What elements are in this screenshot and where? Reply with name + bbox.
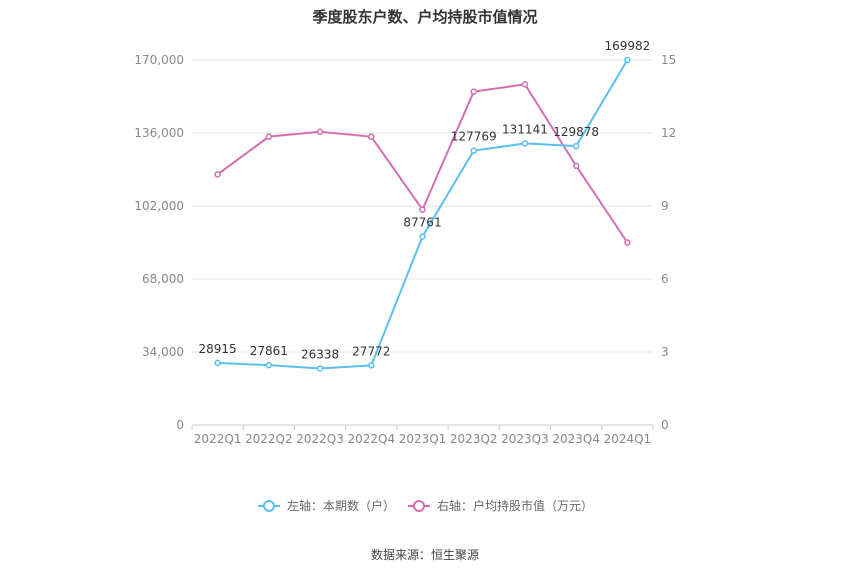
right-axis-tick-label: 3 [661, 345, 669, 359]
data-point-left [214, 359, 221, 367]
data-label: 26338 [301, 347, 339, 361]
left-axis-tick-label: 68,000 [142, 272, 184, 286]
x-axis-tick-label: 2023Q3 [501, 432, 549, 446]
data-label: 131141 [502, 122, 548, 136]
legend-marker-left [263, 500, 275, 512]
right-axis-tick-label: 12 [661, 126, 676, 140]
data-point-left [572, 142, 580, 150]
data-label: 127769 [451, 130, 497, 144]
x-axis-tick-label: 2023Q2 [450, 432, 498, 446]
data-point-right [470, 88, 477, 95]
left-axis-tick-label: 136,000 [134, 126, 184, 140]
left-axis-tick-label: 102,000 [134, 199, 184, 213]
data-label: 28915 [199, 342, 237, 356]
data-label: 87761 [403, 216, 441, 230]
data-label: 169982 [604, 39, 650, 53]
left-axis-tick-label: 34,000 [142, 345, 184, 359]
data-point-right [265, 133, 273, 140]
data-label: 27772 [352, 344, 390, 358]
x-axis-tick-label: 2023Q1 [399, 432, 447, 446]
data-point-right [624, 239, 631, 246]
x-axis-tick-label: 2022Q3 [296, 432, 344, 446]
data-point-left [368, 362, 375, 369]
data-point-right [316, 128, 324, 136]
legend-marker-right [413, 500, 425, 512]
right-axis-tick-label: 9 [661, 199, 669, 213]
chart-title: 季度股东户数、户均持股市值情况 [312, 8, 538, 26]
data-source: 数据来源：恒生聚源 [370, 548, 479, 562]
data-point-right [572, 162, 580, 170]
data-point-left [470, 147, 477, 154]
data-point-left [316, 365, 324, 372]
left-axis-tick-label: 170,000 [134, 53, 184, 67]
data-label: 27861 [250, 344, 288, 358]
left-axis-tick-label: 0 [176, 418, 184, 432]
data-point-right [419, 206, 426, 213]
data-point-left [419, 233, 426, 240]
data-point-left [265, 361, 273, 369]
series-line-left [217, 59, 629, 370]
right-axis-tick-label: 15 [661, 53, 676, 67]
x-axis-tick-label: 2022Q1 [194, 432, 242, 446]
data-point-right [368, 133, 375, 140]
x-axis-tick-label: 2023Q4 [552, 432, 600, 446]
legend-label-left: 左轴：本期数（户） [287, 498, 395, 513]
right-axis-tick-label: 0 [661, 418, 669, 432]
data-point-right [521, 81, 529, 88]
x-axis-tick-label: 2022Q4 [347, 432, 395, 446]
x-axis-tick-label: 2022Q2 [245, 432, 293, 446]
data-point-right [214, 171, 221, 178]
data-point-left [521, 140, 529, 147]
data-label: 129878 [553, 125, 599, 139]
legend-label-right: 右轴：户均持股市值（万元） [437, 498, 593, 513]
x-axis-tick-label: 2024Q1 [604, 432, 652, 446]
right-axis-tick-label: 6 [661, 272, 669, 286]
data-point-left [624, 56, 631, 64]
